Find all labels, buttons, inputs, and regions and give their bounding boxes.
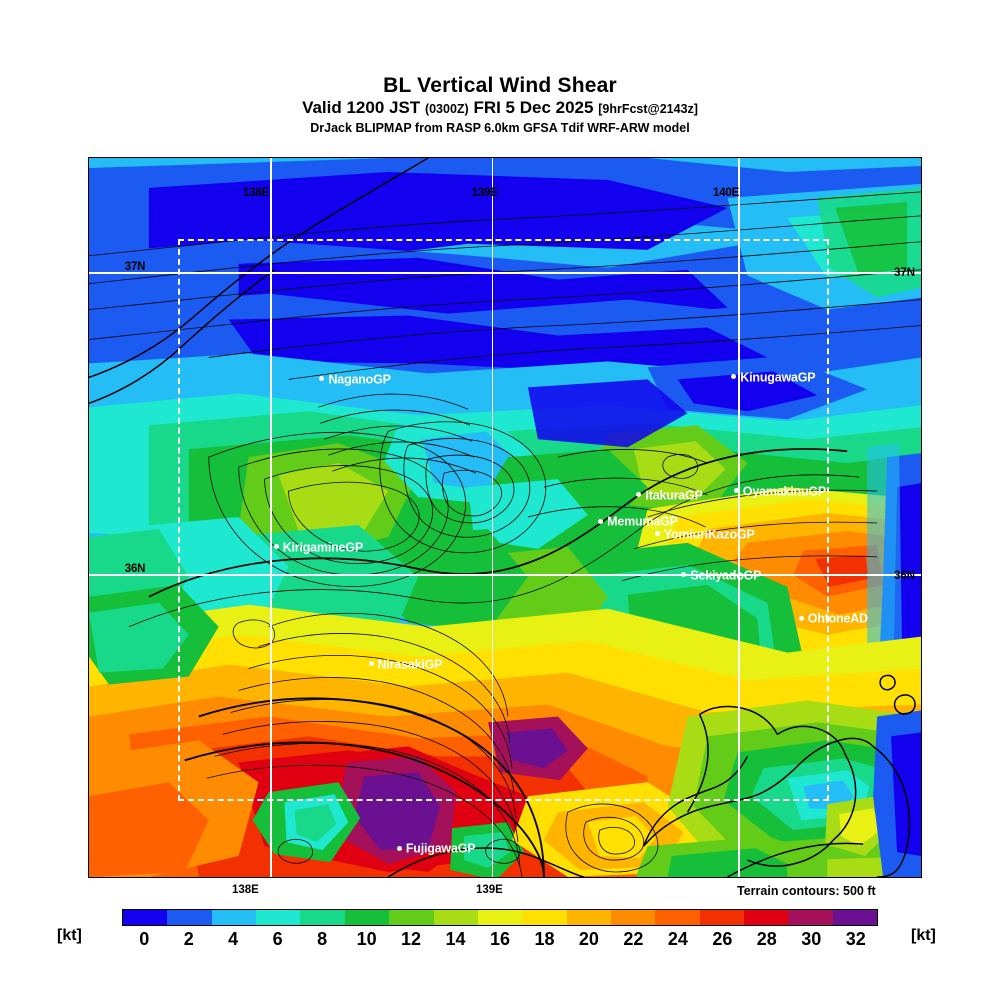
valid-utc: (0300Z) xyxy=(424,102,469,116)
lon-label-139e-top: 139E xyxy=(471,187,498,200)
shear-contour-fills xyxy=(89,158,921,877)
valid-time-line: Valid 1200 JST (0300Z) FRI 5 Dec 2025 [9… xyxy=(0,98,1000,119)
station-oyamakinugp[interactable]: OyamakinuGP xyxy=(733,485,826,498)
colorbar-swatch-10 xyxy=(566,910,611,925)
colorbar-tick-20: 20 xyxy=(578,929,599,949)
colorbar-swatch-14 xyxy=(744,910,789,925)
colorbar-swatch-11 xyxy=(610,910,656,925)
colorbar-tick-4: 4 xyxy=(228,929,239,949)
shear-field-svg xyxy=(89,158,921,877)
weather-map[interactable]: 138E 139E 140E 37N 36N NaganoGP Kinugawa… xyxy=(88,157,922,878)
page-title: BL Vertical Wind Shear xyxy=(383,74,617,97)
colorbar-tick-22: 22 xyxy=(623,929,644,949)
colorbar-tick-8: 8 xyxy=(317,929,328,949)
terrain-contour-note: Terrain contours: 500 ft xyxy=(737,884,876,898)
title-block: BL Vertical Wind Shear Valid 1200 JST (0… xyxy=(0,74,1000,136)
colorbar-swatch-12 xyxy=(655,910,700,925)
colorbar-swatch-13 xyxy=(699,910,745,925)
colorbar-tick-12: 12 xyxy=(401,929,422,949)
colorbar-swatches[interactable] xyxy=(122,909,878,926)
forecast-stamp: [9hrFcst@2143z] xyxy=(598,102,698,116)
lat-label-37n-left: 37N xyxy=(124,260,146,273)
station-memumagp[interactable]: MemumaGP xyxy=(598,515,678,528)
colorbar-ticks: 0 2 4 6 8 10 12 14 16 18 20 22 24 26 28 30 32 xyxy=(122,927,878,953)
station-marker-icon xyxy=(368,660,374,666)
colorbar-tick-16: 16 xyxy=(489,929,511,949)
station-marker-icon xyxy=(681,571,687,577)
valid-prefix: Valid 1200 JST xyxy=(302,98,421,117)
colorbar-tick-26: 26 xyxy=(712,929,733,949)
colorbar-swatch-6 xyxy=(389,910,434,925)
colorbar-swatch-8 xyxy=(477,910,523,925)
colorbar-tick-14: 14 xyxy=(445,929,466,949)
colorbar-tick-2: 2 xyxy=(183,929,194,949)
station-sekiyadogp[interactable]: SekiyadoGP xyxy=(681,569,762,582)
colorbar-swatch-16 xyxy=(832,910,878,925)
station-marker-icon xyxy=(798,615,804,621)
station-yomiurikazogp[interactable]: YomiuriKazoGP xyxy=(654,528,755,541)
graticule-line-lon-140e xyxy=(737,158,740,877)
station-marker-icon xyxy=(598,518,604,524)
station-marker-icon xyxy=(654,530,660,536)
station-fujigawagp[interactable]: FujigawaGP xyxy=(396,842,476,855)
lon-label-138e-bottom: 138E xyxy=(232,884,259,896)
graticule-line-lon-138e xyxy=(270,158,272,877)
station-naganogp[interactable]: NaganoGP xyxy=(319,373,391,386)
colorbar-swatch-5 xyxy=(344,910,390,925)
colorbar-unit-left: [kt] xyxy=(57,927,82,944)
colorbar-swatch-15 xyxy=(788,910,833,925)
lat-label-36n-left: 36N xyxy=(124,562,146,575)
lon-label-138e-top: 138E xyxy=(242,187,269,200)
station-marker-icon xyxy=(733,488,739,494)
lat-label-37n-right: 37N xyxy=(894,267,916,279)
station-nirasakigp[interactable]: NirasakiGP xyxy=(368,658,442,671)
colorbar-tick-32: 32 xyxy=(845,929,866,949)
colorbar-tick-18: 18 xyxy=(534,929,555,949)
station-marker-icon xyxy=(396,845,402,851)
lon-label-140e-top: 140E xyxy=(713,187,740,200)
subdomain-box xyxy=(178,238,830,801)
station-marker-icon xyxy=(636,491,642,497)
valid-date: FRI 5 Dec 2025 xyxy=(473,98,594,117)
colorbar-unit-right: [kt] xyxy=(911,927,936,944)
lat-label-36n-right: 36N xyxy=(894,570,916,582)
colorbar-swatch-0 xyxy=(123,910,168,925)
lon-label-139e-bottom: 139E xyxy=(476,884,503,896)
colorbar-swatch-1 xyxy=(167,910,212,925)
colorbar-swatch-9 xyxy=(522,910,567,925)
model-source-line: DrJack BLIPMAP from RASP 6.0km GFSA Tdif… xyxy=(310,121,690,135)
station-marker-icon xyxy=(273,543,279,549)
colorbar-legend: [kt] 0 2 4 6 8 10 12 14 16 18 20 22 24 26 28 30 32 [kt] xyxy=(0,905,1000,955)
colorbar-swatch-3 xyxy=(256,910,301,925)
colorbar-tick-30: 30 xyxy=(801,929,822,949)
colorbar-swatch-4 xyxy=(300,910,345,925)
station-kirigaminegp[interactable]: KirigamineGP xyxy=(273,541,363,553)
colorbar-swatch-2 xyxy=(211,910,257,925)
station-kinugawagp[interactable]: KinugawaGP xyxy=(731,371,816,384)
colorbar-tick-6: 6 xyxy=(272,929,283,949)
station-marker-icon xyxy=(319,376,325,382)
graticule-line-lat-36n xyxy=(89,574,921,576)
station-marker-icon xyxy=(731,374,737,380)
colorbar-tick-10: 10 xyxy=(356,929,377,949)
terrain-contours xyxy=(89,191,921,877)
station-ohtonead[interactable]: OhtoneAD xyxy=(798,612,868,625)
map-raster xyxy=(89,158,921,877)
colorbar-swatch-7 xyxy=(433,910,478,925)
station-itakuragp[interactable]: ItakuraGP xyxy=(636,489,703,502)
colorbar-tick-24: 24 xyxy=(667,929,688,949)
colorbar-tick-28: 28 xyxy=(756,929,777,949)
graticule-line-lat-37n xyxy=(89,272,921,274)
graticule-line-lon-139e xyxy=(491,158,494,877)
colorbar-tick-0: 0 xyxy=(139,929,150,949)
